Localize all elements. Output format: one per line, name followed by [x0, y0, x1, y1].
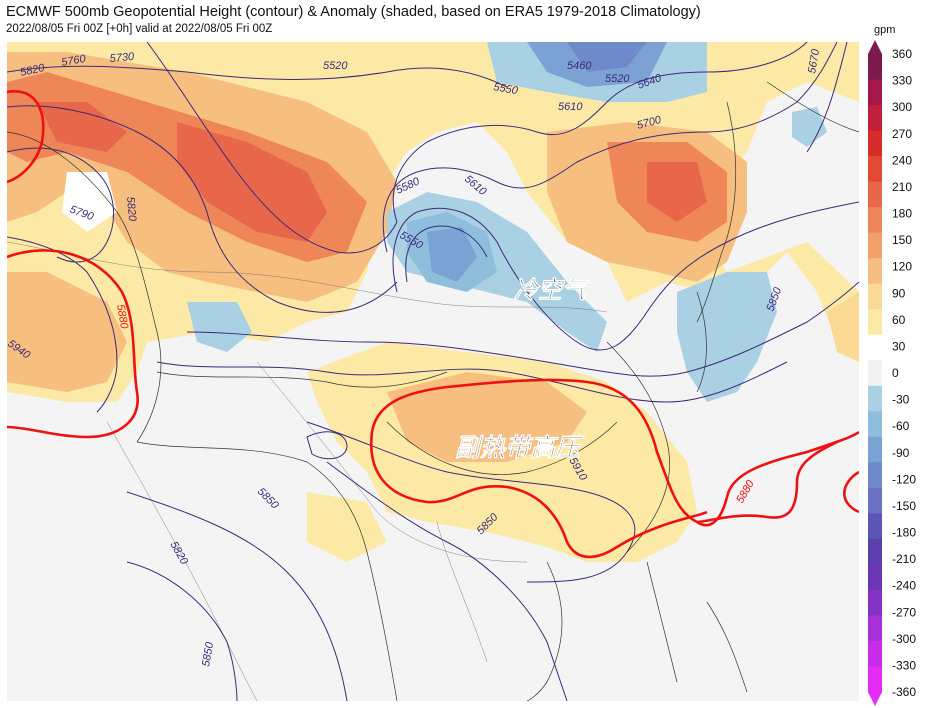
- colorbar-tick-label: -120: [892, 472, 916, 486]
- subtropical-high-annotation: 副热带高压: [455, 433, 585, 462]
- colorbar-tick-label: 360: [892, 47, 912, 61]
- colorbar-segment: [868, 411, 882, 438]
- colorbar-tick-label: -60: [892, 419, 910, 433]
- colorbar-segment: [868, 589, 882, 616]
- colorbar-segment: [868, 538, 882, 565]
- colorbar-segment: [868, 105, 882, 132]
- colorbar-tick-label: -360: [892, 685, 916, 699]
- colorbar-segment: [868, 436, 882, 463]
- colorbar-unit: gpm: [874, 24, 896, 36]
- colorbar-tick-label: -90: [892, 446, 910, 460]
- contour-label: 5550: [492, 81, 519, 97]
- contour-label: 5520: [323, 60, 348, 72]
- colorbar-tick-label: 30: [892, 339, 906, 353]
- colorbar-segment: [868, 513, 882, 540]
- colorbar-segment: [868, 487, 882, 514]
- colorbar-segment: [868, 207, 882, 234]
- colorbar-segment: [868, 666, 882, 693]
- colorbar-tick-label: -270: [892, 605, 916, 619]
- page-title: ECMWF 500mb Geopotential Height (contour…: [6, 4, 701, 20]
- colorbar-tick-label: 330: [892, 74, 912, 88]
- country-borders: [7, 241, 608, 701]
- colorbar-tick-label: 120: [892, 260, 912, 274]
- colorbar-tick-label: 180: [892, 207, 912, 221]
- colorbar-segment: [868, 283, 882, 310]
- colorbar-segment: [868, 360, 882, 387]
- colorbar-tick-label: 210: [892, 180, 912, 194]
- colorbar-segment: [868, 309, 882, 336]
- colorbar-segment: [868, 79, 882, 106]
- contour-label: 5820: [124, 196, 138, 222]
- colorbar-segment: [868, 564, 882, 591]
- contour-label: 5760: [60, 53, 87, 69]
- contour-label: 5460: [567, 60, 592, 72]
- colorbar-segment: [868, 130, 882, 157]
- colorbar-extend-top: [868, 40, 882, 54]
- anomaly-map: 5820 5760 5730 5520 5460 5520 5550 5610 …: [7, 42, 859, 701]
- colorbar-tick-label: 240: [892, 153, 912, 167]
- colorbar-segment: [868, 258, 882, 285]
- contour-label: 5520: [605, 73, 630, 85]
- colorbar-tick-label: -210: [892, 552, 916, 566]
- contour-label: 5820: [19, 62, 46, 79]
- contour-label: 5610: [558, 101, 583, 113]
- cold-air-annotation: 冷空气: [514, 276, 590, 304]
- colorbar-segments: [868, 40, 882, 706]
- colorbar-ticks: 3603303002702402101801501209060300-30-60…: [892, 47, 916, 699]
- colorbar-segment: [868, 462, 882, 489]
- colorbar-segment: [868, 385, 882, 412]
- contour-label: 5850: [200, 640, 216, 667]
- colorbar-segment: [868, 156, 882, 183]
- contour-label: 5670: [806, 47, 822, 74]
- colorbar-tick-label: 60: [892, 313, 906, 327]
- colorbar-segment: [868, 232, 882, 259]
- colorbar-tick-label: -150: [892, 499, 916, 513]
- colorbar-segment: [868, 181, 882, 208]
- colorbar-segment: [868, 334, 882, 361]
- colorbar-tick-label: 300: [892, 100, 912, 114]
- colorbar-tick-label: -180: [892, 526, 916, 540]
- colorbar-tick-label: 150: [892, 233, 912, 247]
- coastlines: [7, 81, 859, 701]
- contour-label: 5730: [109, 51, 135, 65]
- colorbar-tick-label: -300: [892, 632, 916, 646]
- colorbar-tick-label: -330: [892, 658, 916, 672]
- colorbar-segment: [868, 615, 882, 642]
- colorbar-tick-label: 90: [892, 286, 906, 300]
- negative-anomaly-shading: [62, 42, 827, 402]
- height-contours: [7, 42, 859, 701]
- colorbar-tick-label: 0: [892, 366, 899, 380]
- colorbar-tick-label: -240: [892, 579, 916, 593]
- colorbar-segment: [868, 640, 882, 667]
- contour-label: 5880: [114, 303, 130, 330]
- colorbar-extend-bottom: [868, 692, 882, 706]
- colorbar-tick-label: 270: [892, 127, 912, 141]
- colorbar: 3603303002702402101801501209060300-30-60…: [868, 40, 916, 706]
- colorbar-tick-label: -30: [892, 393, 910, 407]
- ridge-contour-5880: [7, 90, 859, 559]
- colorbar-segment: [868, 54, 882, 81]
- valid-time-subtitle: 2022/08/05 Fri 00Z [+0h] valid at 2022/0…: [6, 23, 273, 35]
